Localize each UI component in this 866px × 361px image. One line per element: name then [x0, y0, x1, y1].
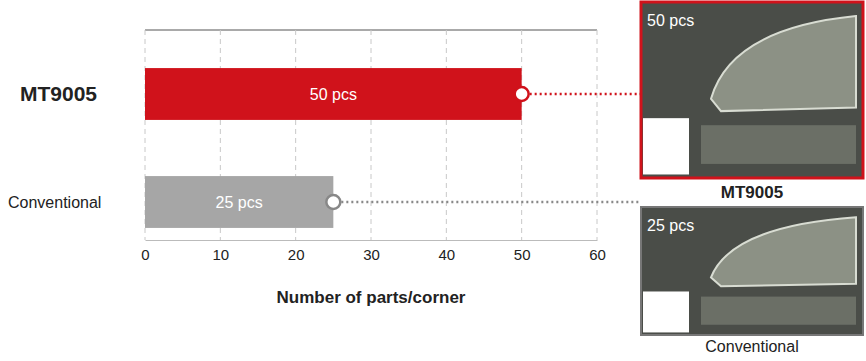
photo-frame	[641, 2, 863, 178]
grid	[145, 30, 597, 240]
tick: 40	[438, 240, 455, 263]
photo-label: 25 pcs	[647, 217, 694, 234]
photo: 50 pcs	[641, 2, 863, 178]
grid-line	[521, 30, 522, 240]
tick: 10	[212, 240, 229, 263]
photo: 25 pcs	[641, 207, 863, 335]
tick: 30	[363, 240, 380, 263]
category-labels: MT9005 Conventional	[8, 82, 101, 210]
category-label: MT9005	[20, 82, 97, 105]
x-axis: 0 10 20 30 40 50 60	[141, 240, 606, 263]
bar-end-marker	[326, 195, 340, 209]
tick: 20	[288, 240, 305, 263]
photo-part	[701, 297, 856, 325]
leader-line	[530, 93, 641, 96]
photo-frame	[641, 207, 863, 335]
tick: 0	[141, 240, 149, 263]
photo-caption: Conventional	[705, 338, 798, 355]
data-label: 25 pcs	[216, 194, 263, 211]
tick-label: 20	[288, 246, 305, 263]
tick-label: 10	[212, 246, 229, 263]
category-label: Conventional	[8, 194, 101, 211]
photo-caption: MT9005	[721, 183, 783, 202]
data-labels: 50 pcs 25 pcs	[216, 86, 357, 211]
axis-line	[146, 240, 598, 241]
leader-line	[341, 201, 641, 204]
photo-insert	[711, 217, 856, 286]
photo-part	[701, 125, 856, 164]
data-label: 50 pcs	[310, 86, 357, 103]
tick-label: 0	[141, 246, 149, 263]
tick-label: 60	[589, 246, 606, 263]
tick: 60	[589, 240, 606, 263]
photo-insert	[711, 16, 856, 111]
bars	[145, 68, 529, 228]
bar	[145, 68, 522, 120]
tick-label: 40	[438, 246, 455, 263]
bar-end-marker	[515, 87, 529, 101]
grid-line	[371, 30, 372, 240]
bar	[145, 176, 333, 228]
axis-title: Number of parts/corner	[277, 288, 466, 307]
grid-line	[597, 30, 598, 240]
photo-label: 50 pcs	[647, 12, 694, 29]
grid-line	[446, 30, 447, 240]
chart: 0 10 20 30 40 50 60 Number of parts/corner MT900…	[0, 0, 866, 361]
photo-patch	[643, 291, 689, 332]
tick-label: 50	[514, 246, 531, 263]
photo-patch	[643, 118, 689, 174]
tick: 50	[514, 240, 531, 263]
tick-label: 30	[363, 246, 380, 263]
